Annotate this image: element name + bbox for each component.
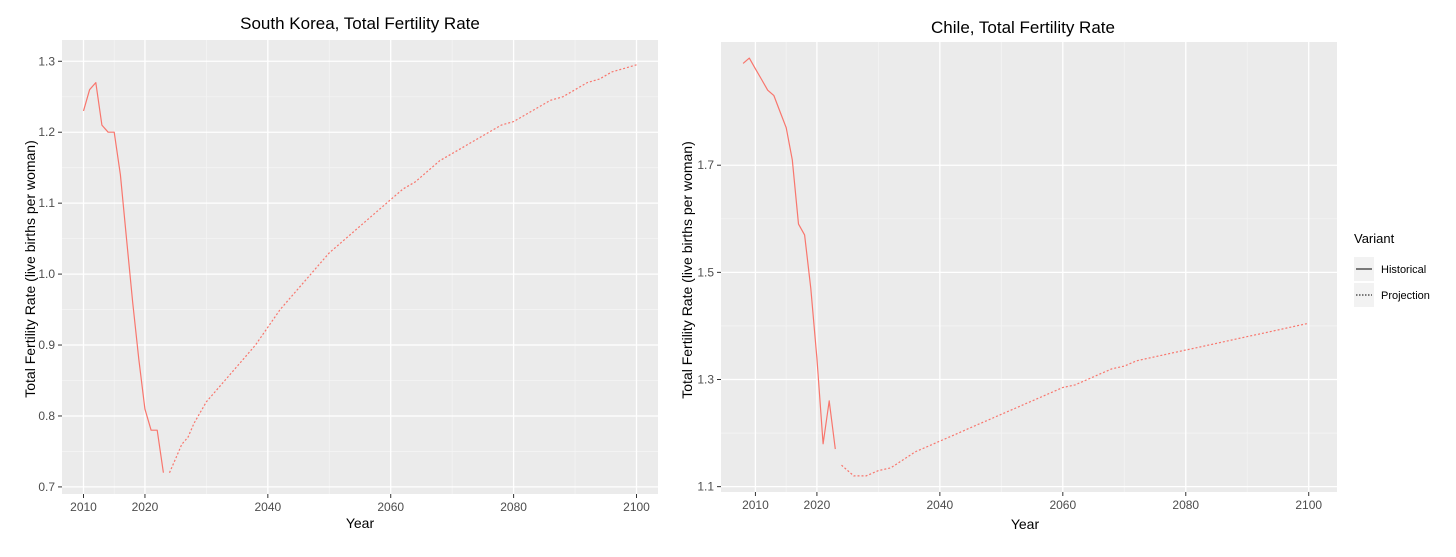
x-tick-label: 2040 [254, 500, 281, 514]
x-tick-label: 2010 [742, 498, 769, 512]
y-tick-label: 1.3 [697, 373, 714, 387]
plot-panel [721, 42, 1337, 492]
plot-panel [62, 40, 658, 494]
legend-label-projection: Projection [1381, 290, 1430, 302]
x-tick-label: 2080 [1172, 498, 1199, 512]
x-tick-label: 2060 [1049, 498, 1076, 512]
series-line-projection [168, 64, 637, 473]
series-lines [82, 64, 637, 473]
x-tick-label: 2060 [377, 500, 404, 514]
x-tick-label: 2100 [623, 500, 650, 514]
grid-lines [721, 42, 1337, 492]
y-axis-label: Total Fertility Rate (live births per wo… [679, 141, 695, 399]
y-tick-label: 1.0 [38, 267, 55, 281]
legend-item-historical: Historical [1354, 257, 1426, 281]
y-tick-label: 0.9 [38, 338, 55, 352]
series-line-historical [742, 57, 836, 450]
x-tick-label: 2010 [70, 500, 97, 514]
x-tick-label: 2040 [927, 498, 954, 512]
y-tick-label: 0.8 [38, 409, 55, 423]
grid-lines [62, 40, 658, 494]
y-tick-label: 0.7 [38, 480, 55, 494]
y-tick-label: 1.1 [697, 480, 714, 494]
x-tick-label: 2080 [500, 500, 527, 514]
legend: Variant Historical Projection [1354, 231, 1430, 307]
x-tick-label: 2020 [804, 498, 831, 512]
legend-key-bg [1354, 283, 1374, 307]
tick-labels: 2010 2020 2040 2060 2080 2100 1.1 1.3 1.5 1.7 [697, 158, 1322, 512]
tick-labels: 2010 2020 2040 2060 2080 2100 0.7 0.8 0.9 1.0 1.1 1… [38, 54, 650, 514]
chart-title: Chile, Total Fertility Rate [931, 18, 1115, 37]
chart-south-korea: 2010 2020 2040 2060 2080 2100 0.7 0.8 0.9 1.0 1.1 1… [22, 14, 658, 531]
y-tick-label: 1.3 [38, 54, 55, 68]
legend-title: Variant [1354, 231, 1395, 246]
series-line-historical [82, 81, 164, 473]
x-tick-label: 2100 [1295, 498, 1322, 512]
chart-chile: 2010 2020 2040 2060 2080 2100 1.1 1.3 1.5 1.7 Chi… [679, 18, 1337, 532]
series-line-projection [841, 322, 1309, 477]
y-tick-label: 1.7 [697, 158, 714, 172]
y-axis-label: Total Fertility Rate (live births per wo… [22, 140, 38, 398]
x-axis-label: Year [346, 515, 375, 531]
series-lines [742, 57, 1309, 477]
y-tick-label: 1.1 [38, 196, 55, 210]
y-tick-label: 1.2 [38, 125, 55, 139]
x-tick-label: 2020 [132, 500, 159, 514]
chart-title: South Korea, Total Fertility Rate [240, 14, 480, 33]
legend-item-projection: Projection [1354, 283, 1430, 307]
y-tick-label: 1.5 [697, 265, 714, 279]
x-axis-label: Year [1011, 516, 1040, 532]
legend-label-historical: Historical [1381, 264, 1426, 276]
